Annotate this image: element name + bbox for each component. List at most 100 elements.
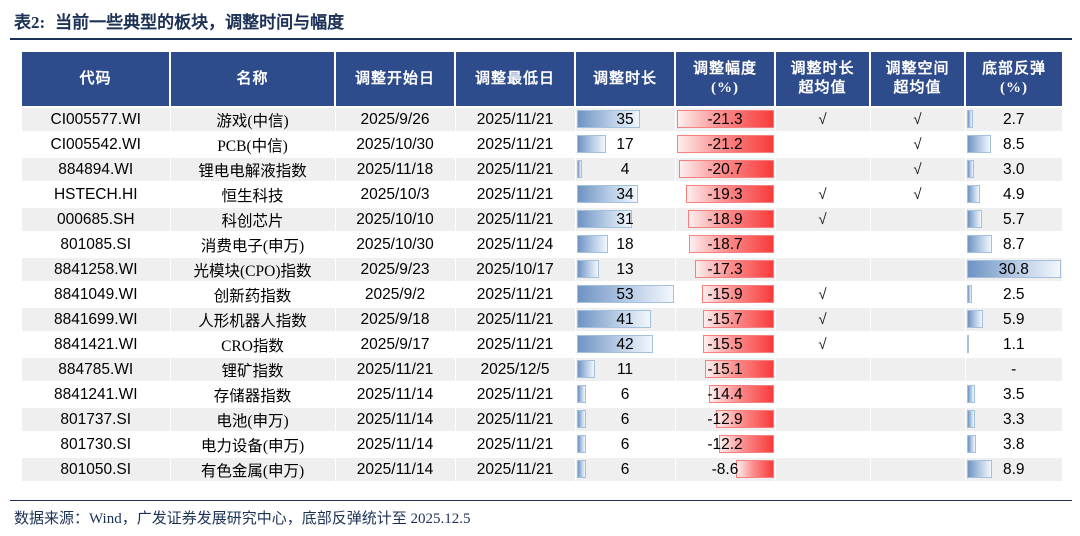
cell-start-date: 2025/11/14 [335, 457, 456, 483]
cell-start-date: 2025/10/30 [335, 132, 456, 158]
cell-over-avg-duration-check [775, 457, 871, 483]
rebound-databar [966, 435, 977, 453]
cell-low-date: 2025/11/24 [455, 232, 576, 258]
cell-start-date: 2025/11/14 [335, 382, 456, 408]
cell-over-avg-duration-check [775, 432, 871, 458]
cell-low-date: 2025/11/21 [455, 407, 576, 433]
cell-over-avg-duration-check [775, 232, 871, 258]
cell-over-avg-duration-check: √ [775, 182, 871, 208]
table-row: 8841421.WI CRO指数 2025/9/17 2025/11/21 42… [22, 332, 1062, 358]
cell-start-date: 2025/9/18 [335, 307, 456, 333]
cell-rebound: - [965, 357, 1062, 383]
cell-low-date: 2025/11/21 [455, 182, 576, 208]
duration-databar [576, 110, 640, 128]
duration-value: 13 [616, 260, 634, 278]
table-title-text: 当前一些典型的板块，调整时间与幅度 [55, 13, 345, 32]
cell-duration: 41 [575, 307, 676, 333]
rebound-value: 3.5 [1002, 385, 1025, 403]
cell-code: CI005577.WI [22, 107, 171, 133]
col-header-start-date: 调整开始日 [335, 52, 456, 108]
cell-duration: 31 [575, 207, 676, 233]
cell-name: 光模块(CPO)指数 [170, 257, 336, 283]
cell-rebound: 3.5 [965, 382, 1062, 408]
col-header-drawdown: 调整幅度 (%) [675, 52, 776, 108]
drawdown-value: -8.6 [711, 460, 739, 478]
drawdown-value: -21.2 [707, 135, 743, 153]
cell-code: 801737.SI [22, 407, 171, 433]
duration-value: 53 [616, 285, 634, 303]
cell-over-avg-duration-check [775, 132, 871, 158]
drawdown-databar [679, 160, 774, 178]
duration-value: 34 [616, 185, 634, 203]
cell-code: 801050.SI [22, 457, 171, 483]
table-row: 801085.SI 消费电子(申万) 2025/10/30 2025/11/24… [22, 232, 1062, 258]
cell-rebound: 30.8 [965, 257, 1062, 283]
duration-value: 41 [616, 310, 634, 328]
rebound-value: 8.9 [1002, 460, 1025, 478]
cell-over-avg-duration-check [775, 257, 871, 283]
duration-value: 35 [616, 110, 634, 128]
cell-low-date: 2025/11/21 [455, 132, 576, 158]
cell-drawdown: -17.3 [675, 257, 776, 283]
duration-value: 6 [620, 385, 630, 403]
drawdown-databar [701, 285, 774, 303]
cell-drawdown: -12.2 [675, 432, 776, 458]
cell-duration: 42 [575, 332, 676, 358]
cell-low-date: 2025/10/17 [455, 257, 576, 283]
col-header-rebound: 底部反弹 (%) [965, 52, 1062, 108]
cell-over-avg-duration-check [775, 407, 871, 433]
cell-duration: 6 [575, 432, 676, 458]
cell-name: 锂电电解液指数 [170, 157, 336, 183]
table-row: CI005577.WI 游戏(中信) 2025/9/26 2025/11/21 … [22, 107, 1062, 133]
rebound-value: 3.8 [1002, 435, 1025, 453]
cell-over-avg-space-check [870, 257, 966, 283]
duration-databar [576, 410, 586, 428]
cell-name: 存储器指数 [170, 382, 336, 408]
cell-over-avg-space-check [870, 207, 966, 233]
drawdown-databar [687, 210, 774, 228]
cell-drawdown: -21.3 [675, 107, 776, 133]
cell-over-avg-duration-check [775, 382, 871, 408]
cell-over-avg-space-check [870, 332, 966, 358]
cell-low-date: 2025/11/21 [455, 107, 576, 133]
cell-code: 8841049.WI [22, 282, 171, 308]
rebound-databar [966, 385, 976, 403]
duration-databar [576, 310, 652, 328]
cell-duration: 6 [575, 407, 676, 433]
data-source-note: 数据来源：Wind，广发证券发展研究中心，底部反弹统计至 2025.12.5 [14, 511, 471, 527]
cell-start-date: 2025/11/21 [335, 357, 456, 383]
duration-value: 42 [616, 335, 634, 353]
cell-rebound: 8.5 [965, 132, 1062, 158]
cell-over-avg-duration-check: √ [775, 207, 871, 233]
duration-value: 31 [616, 210, 634, 228]
cell-drawdown: -15.1 [675, 357, 776, 383]
rebound-databar [966, 210, 983, 228]
cell-code: 884785.WI [22, 357, 171, 383]
cell-low-date: 2025/11/21 [455, 457, 576, 483]
cell-rebound: 5.9 [965, 307, 1062, 333]
rebound-value: 8.5 [1002, 135, 1025, 153]
cell-code: 8841258.WI [22, 257, 171, 283]
rebound-databar [966, 260, 1061, 278]
cell-over-avg-space-check [870, 457, 966, 483]
drawdown-databar [695, 260, 774, 278]
cell-duration: 53 [575, 282, 676, 308]
cell-name: 电池(申万) [170, 407, 336, 433]
rebound-value: 30.8 [998, 260, 1029, 278]
rebound-databar [966, 185, 980, 203]
rebound-value: 1.1 [1002, 335, 1025, 353]
duration-databar [576, 210, 633, 228]
drawdown-value: -14.4 [707, 385, 743, 403]
drawdown-databar [715, 410, 774, 428]
cell-code: 000685.SH [22, 207, 171, 233]
cell-over-avg-duration-check [775, 357, 871, 383]
cell-start-date: 2025/10/10 [335, 207, 456, 233]
cell-rebound: 5.7 [965, 207, 1062, 233]
cell-over-avg-space-check [870, 382, 966, 408]
cell-over-avg-duration-check: √ [775, 282, 871, 308]
cell-drawdown: -15.9 [675, 282, 776, 308]
page-title: 表2: 当前一些典型的板块，调整时间与幅度 [14, 8, 344, 33]
cell-over-avg-space-check [870, 232, 966, 258]
cell-name: 有色金属(申万) [170, 457, 336, 483]
drawdown-value: -18.7 [707, 235, 743, 253]
